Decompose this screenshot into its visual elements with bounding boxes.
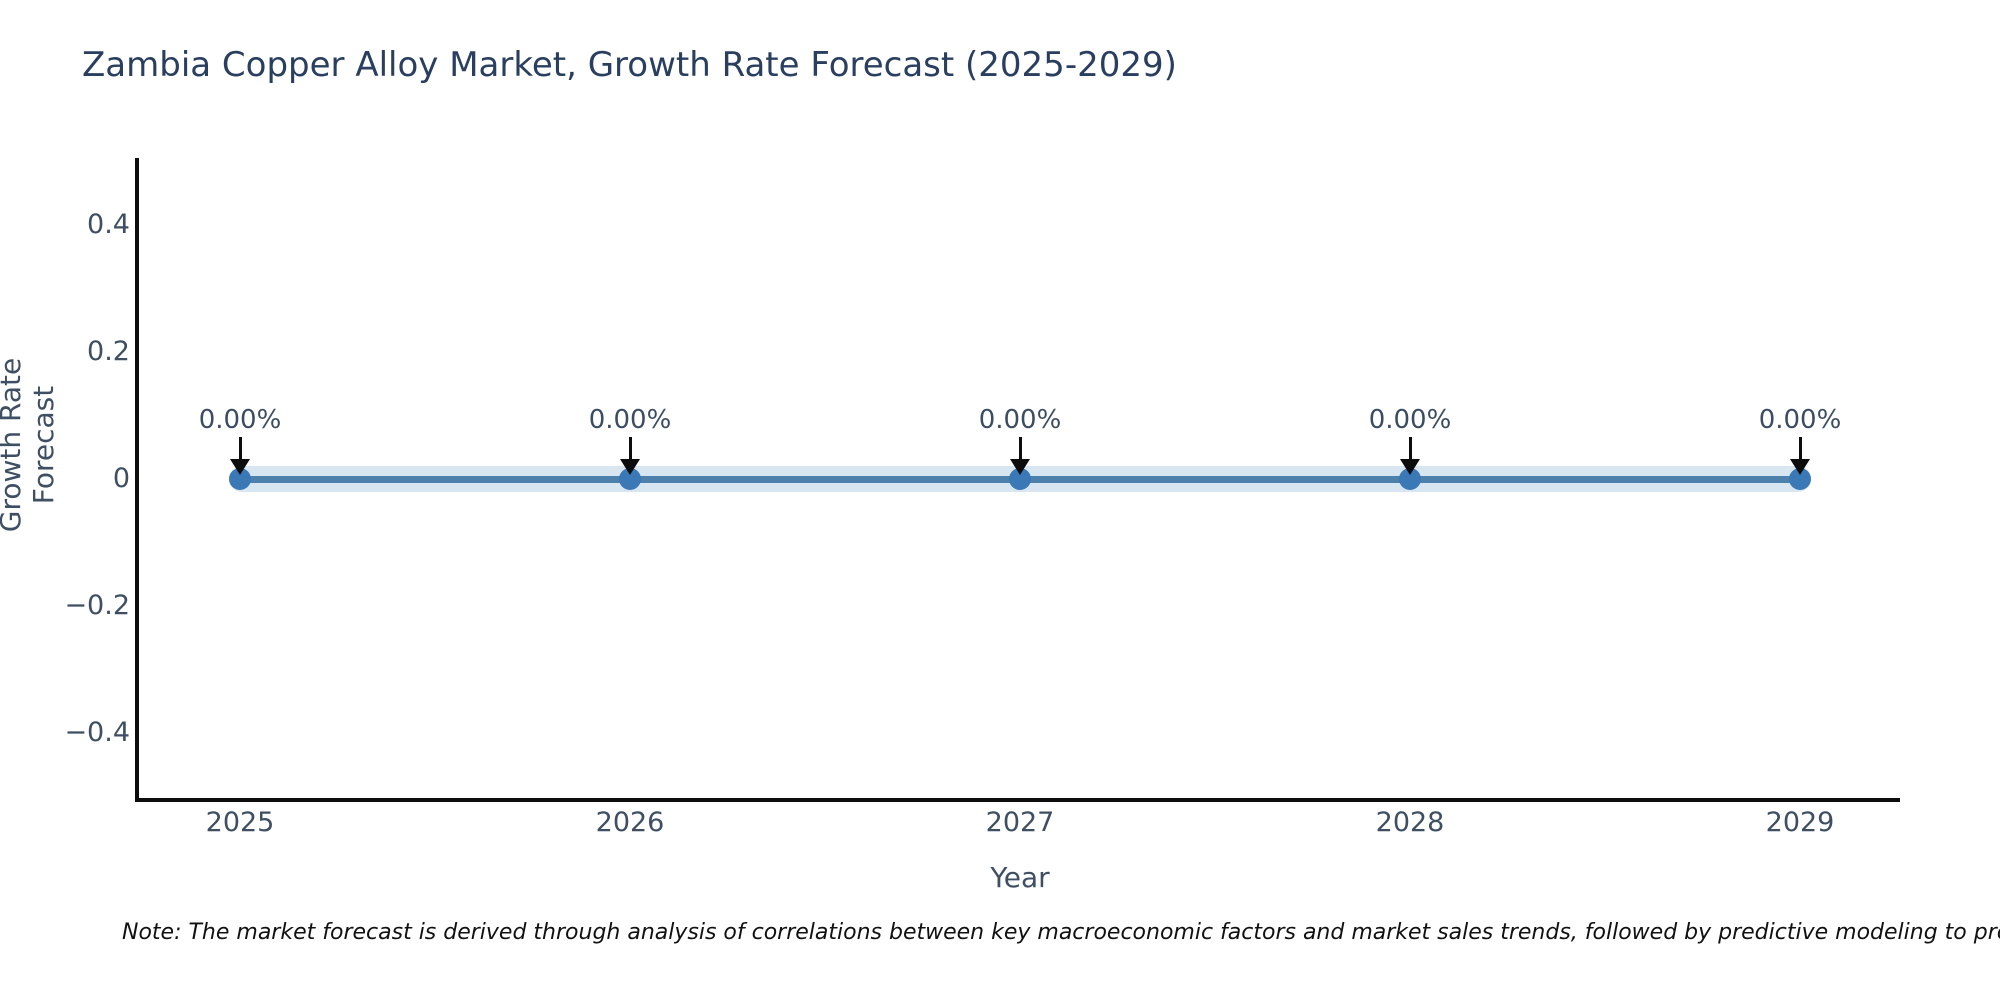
y-tick-label: 0.4 bbox=[87, 209, 130, 240]
annotation-arrow-shaft bbox=[1408, 437, 1412, 463]
annotation-arrow-shaft bbox=[238, 437, 242, 463]
y-tick-label: 0 bbox=[112, 463, 130, 494]
chart-title: Zambia Copper Alloy Market, Growth Rate … bbox=[82, 45, 1177, 85]
x-axis-line bbox=[135, 798, 1900, 802]
annotation-value-label: 0.00% bbox=[588, 405, 672, 435]
x-tick-label: 2025 bbox=[205, 807, 275, 838]
footnote: Note: The market forecast is derived thr… bbox=[122, 920, 2000, 945]
annotation-arrow-down-icon bbox=[1400, 459, 1420, 475]
annotation-value-label: 0.00% bbox=[978, 405, 1062, 435]
y-tick-label: −0.4 bbox=[64, 717, 130, 748]
annotation-arrow-shaft bbox=[628, 437, 632, 463]
annotation-arrow-down-icon bbox=[620, 459, 640, 475]
annotation-arrow-shaft bbox=[1018, 437, 1022, 463]
x-tick-label: 2029 bbox=[1765, 807, 1835, 838]
x-axis-title: Year bbox=[990, 861, 1050, 894]
annotation-arrow-down-icon bbox=[1790, 459, 1810, 475]
annotation-arrow-down-icon bbox=[1010, 459, 1030, 475]
x-tick-label: 2027 bbox=[985, 807, 1055, 838]
annotation-value-label: 0.00% bbox=[1758, 405, 1842, 435]
annotation-arrow-down-icon bbox=[230, 459, 250, 475]
x-tick-label: 2026 bbox=[595, 807, 665, 838]
annotation-value-label: 0.00% bbox=[1368, 405, 1452, 435]
annotation-arrow-shaft bbox=[1798, 437, 1802, 463]
x-tick-label: 2028 bbox=[1375, 807, 1445, 838]
annotation-value-label: 0.00% bbox=[198, 405, 282, 435]
y-axis-line bbox=[135, 158, 139, 802]
y-tick-label: 0.2 bbox=[87, 336, 130, 367]
y-tick-label: −0.2 bbox=[64, 590, 130, 621]
